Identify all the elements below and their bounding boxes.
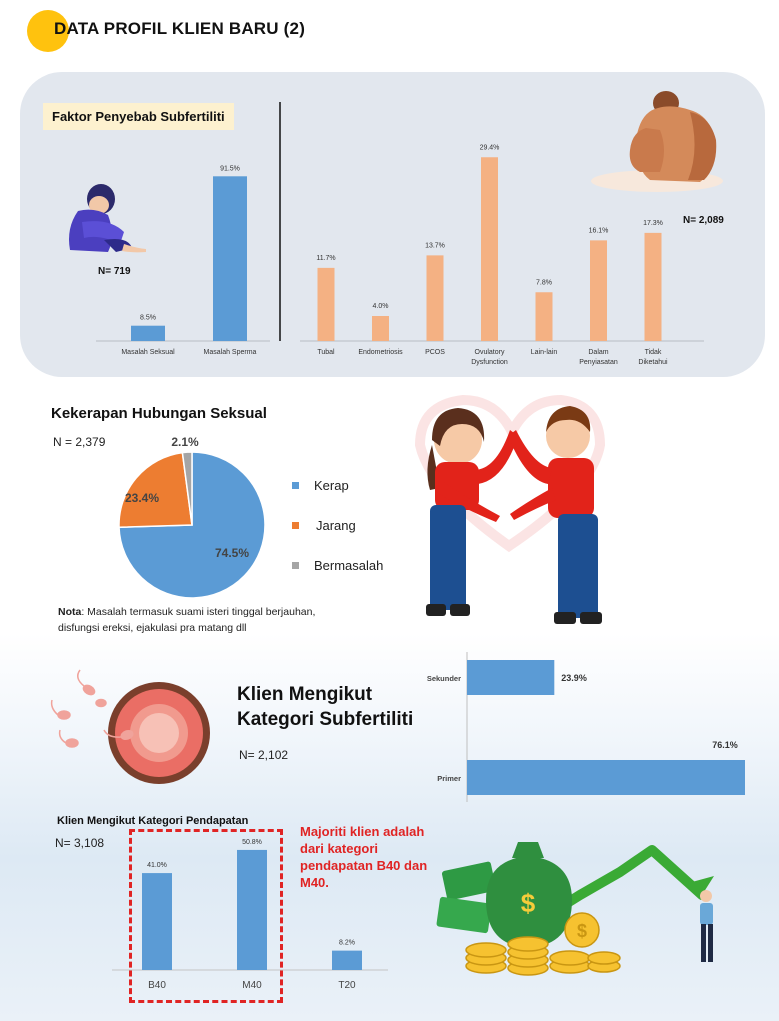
y-tick-label: Primer bbox=[437, 774, 461, 783]
x-tick-label: T20 bbox=[338, 980, 356, 991]
pie-slice-label: 2.1% bbox=[171, 435, 199, 449]
bar-value-label: 4.0% bbox=[373, 303, 389, 310]
svg-text:$: $ bbox=[521, 888, 536, 918]
bar-value-label: 17.3% bbox=[643, 220, 663, 227]
pie-slice-label: 74.5% bbox=[215, 546, 249, 560]
bar-value-label: 16.1% bbox=[589, 227, 609, 234]
bar-value-label: 11.7% bbox=[316, 255, 335, 262]
legend-label: Jarang bbox=[316, 518, 356, 533]
bar-value-label: 8.5% bbox=[140, 315, 156, 322]
bar-value-label: 7.8% bbox=[536, 279, 552, 286]
bar-value-label: 41.0% bbox=[147, 862, 167, 869]
bar bbox=[317, 267, 335, 341]
pie-note: Nota: Masalah termasuk suami isteri ting… bbox=[58, 604, 328, 636]
legend-label: Kerap bbox=[314, 478, 349, 493]
pie-slice bbox=[181, 451, 193, 526]
sad-man-illustration-icon bbox=[69, 184, 146, 253]
highlight-dashed-box bbox=[129, 829, 283, 1003]
x-tick-label: Diketahui bbox=[638, 359, 668, 366]
bar bbox=[237, 849, 267, 970]
bar-value-label: 13.7% bbox=[425, 242, 445, 249]
bar bbox=[426, 255, 444, 341]
page-title: DATA PROFIL KLIEN BARU (2) bbox=[54, 19, 306, 38]
x-tick-label: M40 bbox=[242, 980, 262, 991]
legend-label: Bermasalah bbox=[314, 558, 384, 573]
bar bbox=[467, 660, 555, 695]
bar-value-label: 23.9% bbox=[561, 673, 587, 683]
bar-value-label: 91.5% bbox=[220, 165, 240, 172]
x-tick-label: PCOS bbox=[425, 349, 445, 356]
x-tick-label: Lain-lain bbox=[531, 349, 558, 356]
bar bbox=[535, 292, 553, 341]
title-accent-dot bbox=[27, 10, 69, 52]
faktor-chart-title: Faktor Penyebab Subfertiliti bbox=[43, 103, 234, 130]
sad-woman-illustration-icon bbox=[591, 91, 723, 192]
pie-note-text: : Masalah termasuk suami isteri tinggal … bbox=[58, 606, 316, 634]
title-line-2: Kategori Subfertiliti bbox=[237, 709, 414, 730]
n-label: N= 2,089 bbox=[683, 215, 724, 226]
x-tick-label: Masalah Seksual bbox=[121, 349, 175, 356]
pie-slice bbox=[118, 451, 193, 529]
svg-text:$: $ bbox=[577, 921, 587, 941]
bar-value-label: 29.4% bbox=[480, 144, 500, 151]
bar-value-label: 76.1% bbox=[712, 740, 738, 750]
x-tick-label: Ovulatory bbox=[475, 349, 505, 356]
x-tick-label: Penyiasatan bbox=[579, 359, 618, 366]
bar bbox=[644, 232, 662, 341]
n-label: N= 3,108 bbox=[55, 836, 104, 850]
bar bbox=[213, 176, 247, 341]
bar bbox=[142, 873, 172, 970]
title-line-1: Klien Mengikut bbox=[237, 684, 373, 705]
pie-note-label: Nota bbox=[58, 606, 82, 618]
bar bbox=[372, 316, 389, 341]
bar-value-label: 50.8% bbox=[242, 839, 262, 846]
pie-slice-label: 23.4% bbox=[125, 491, 159, 505]
bar bbox=[332, 950, 362, 970]
bar bbox=[467, 760, 745, 795]
legend-swatch bbox=[292, 562, 299, 569]
sperm-egg-illustration-icon bbox=[50, 669, 210, 784]
bar bbox=[590, 240, 607, 341]
n-label: N= 2,102 bbox=[239, 748, 288, 762]
legend-swatch bbox=[292, 482, 299, 489]
n-label: N = 2,379 bbox=[53, 435, 106, 449]
bar bbox=[131, 325, 165, 341]
x-tick-label: Endometriosis bbox=[358, 349, 403, 356]
x-tick-label: Dalam bbox=[588, 349, 608, 356]
bar-value-label: 8.2% bbox=[339, 940, 355, 947]
income-callout: Majoriti klien adalah dari kategori pend… bbox=[300, 824, 428, 890]
bar bbox=[481, 157, 498, 341]
x-tick-label: Tubal bbox=[317, 349, 335, 356]
x-tick-label: B40 bbox=[148, 980, 166, 991]
heart-couple-illustration-icon bbox=[414, 394, 606, 624]
x-tick-label: Masalah Sperma bbox=[204, 349, 257, 356]
pie-title: Kekerapan Hubungan Seksual bbox=[51, 405, 267, 422]
legend-swatch bbox=[292, 522, 299, 529]
x-tick-label: Tidak bbox=[645, 349, 662, 356]
x-tick-label: Dysfunction bbox=[471, 359, 508, 366]
income-chart-title: Klien Mengikut Kategori Pendapatan bbox=[57, 815, 249, 827]
kategori-subfertiliti-title: Klien Mengikut Kategori Subfertiliti bbox=[237, 682, 413, 732]
n-label: N= 719 bbox=[98, 266, 131, 277]
y-tick-label: Sekunder bbox=[427, 674, 461, 683]
money-growth-illustration-icon: $ $ bbox=[436, 842, 714, 976]
